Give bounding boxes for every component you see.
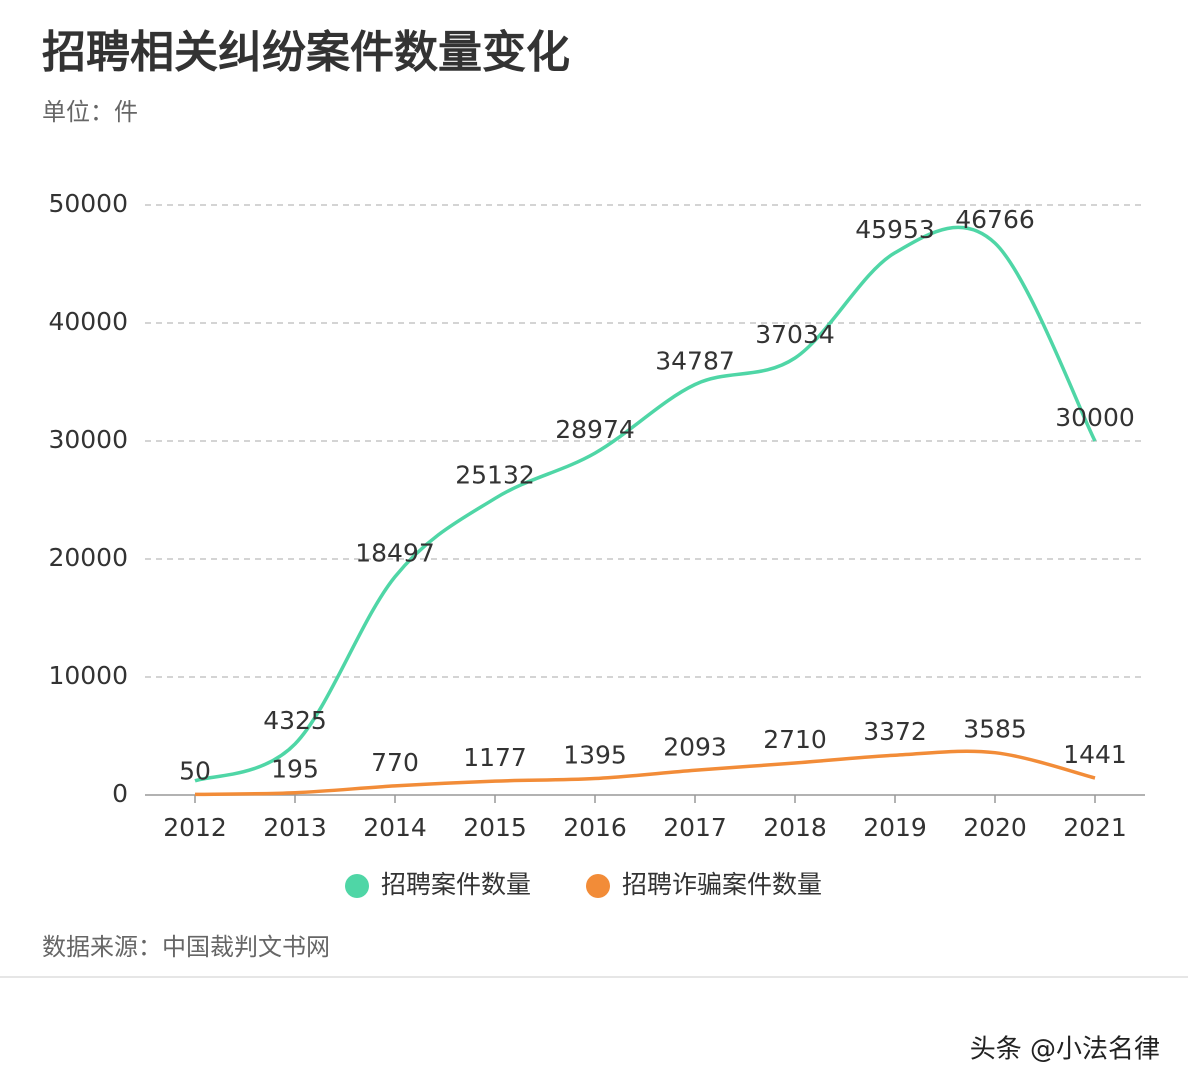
data-label: 45953 <box>855 215 935 244</box>
y-tick-label: 40000 <box>48 307 128 336</box>
legend-marker <box>586 874 610 898</box>
data-label: 2093 <box>663 732 727 761</box>
series-line <box>194 225 1097 783</box>
y-tick-label: 30000 <box>48 425 128 454</box>
y-tick-label: 50000 <box>48 189 128 218</box>
legend-label: 招聘诈骗案件数量 <box>622 870 822 899</box>
chart-title: 招聘相关纠纷案件数量变化 <box>42 27 570 78</box>
x-tick-label: 2016 <box>563 813 627 842</box>
data-label: 3372 <box>863 717 927 746</box>
data-label: 34787 <box>655 347 735 376</box>
data-label: 1441 <box>1063 740 1127 769</box>
data-label: 37034 <box>755 320 835 349</box>
series-line <box>194 749 1096 797</box>
y-tick-label: 0 <box>112 779 128 808</box>
data-label: 28974 <box>555 415 635 444</box>
data-label: 25132 <box>455 460 535 489</box>
x-tick-label: 2021 <box>1063 813 1127 842</box>
y-tick-label: 20000 <box>48 543 128 572</box>
source: 数据来源：中国裁判文书网 <box>42 933 330 961</box>
data-label: 18497 <box>355 539 435 568</box>
footer: 头条 @小法名律 <box>970 1035 1160 1065</box>
unit-label: 单位：件 <box>42 98 138 126</box>
x-tick-label: 2018 <box>763 813 827 842</box>
x-tick-label: 2012 <box>163 813 227 842</box>
x-tick-label: 2019 <box>863 813 927 842</box>
y-tick-label: 10000 <box>48 661 128 690</box>
legend-label: 招聘案件数量 <box>381 870 531 899</box>
data-label: 46766 <box>955 205 1035 234</box>
data-label: 50 <box>179 756 211 785</box>
x-tick-label: 2014 <box>363 813 427 842</box>
x-tick-label: 2017 <box>663 813 727 842</box>
x-tick-label: 2015 <box>463 813 527 842</box>
data-label: 195 <box>271 755 319 784</box>
legend-marker <box>345 874 369 898</box>
data-label: 1395 <box>563 741 627 770</box>
data-label: 3585 <box>963 715 1027 744</box>
x-tick-label: 2020 <box>963 813 1027 842</box>
data-label: 30000 <box>1055 403 1135 432</box>
data-label: 2710 <box>763 725 827 754</box>
data-label: 1177 <box>463 743 527 772</box>
x-tick-label: 2013 <box>263 813 327 842</box>
data-label: 4325 <box>263 706 327 735</box>
data-label: 770 <box>371 748 419 777</box>
